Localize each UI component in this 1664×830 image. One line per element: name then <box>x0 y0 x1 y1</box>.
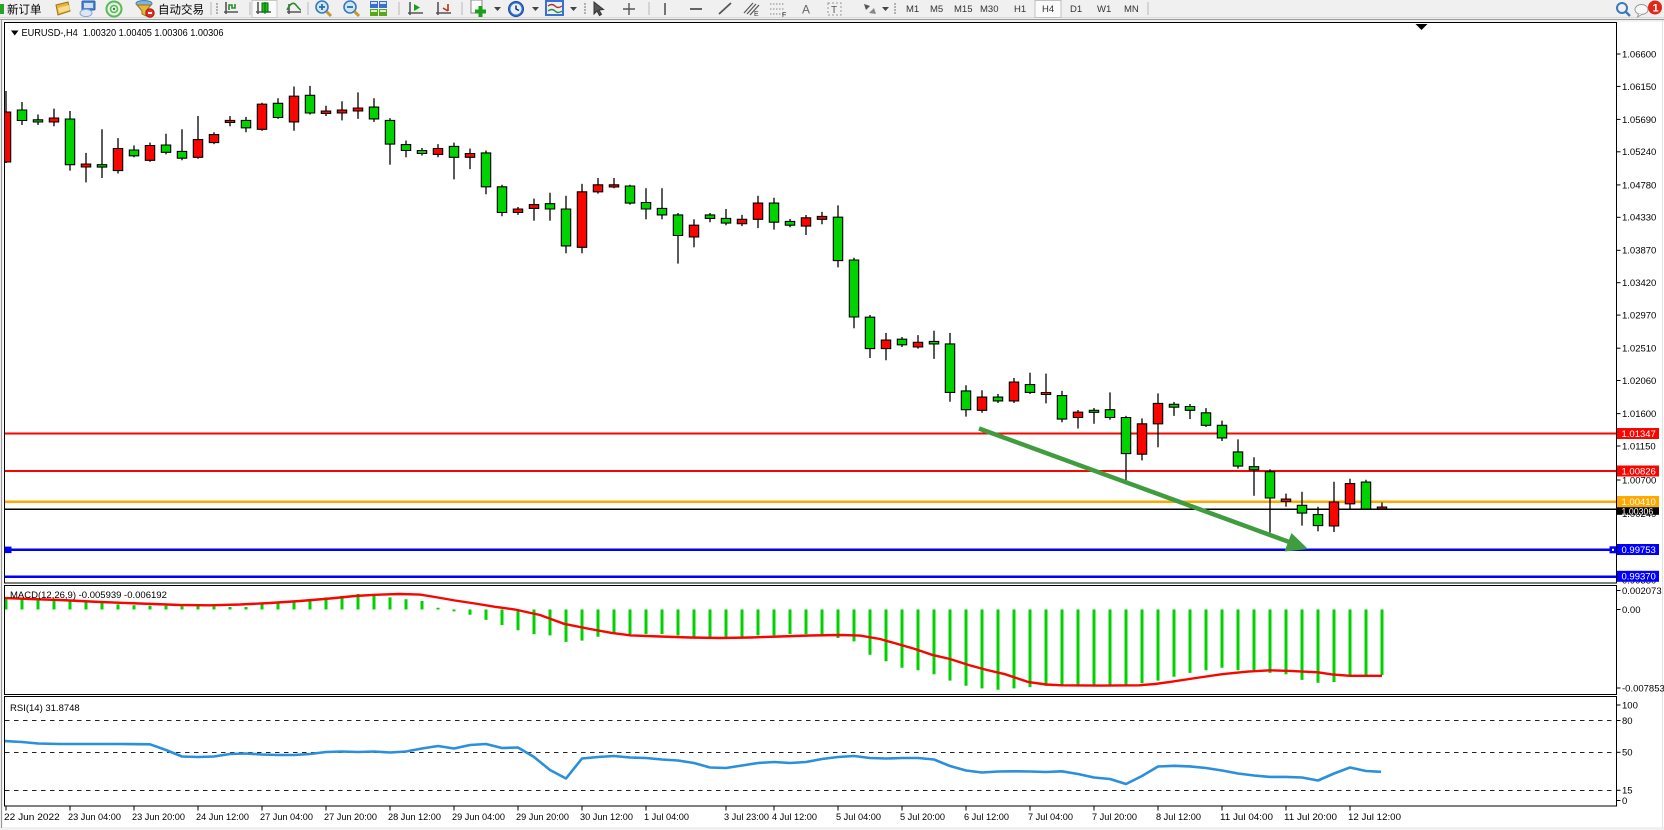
svg-text:MN: MN <box>1124 4 1139 15</box>
svg-text:1.05690: 1.05690 <box>1622 115 1656 126</box>
svg-text:1.00306: 1.00306 <box>1622 506 1654 516</box>
svg-text:1.01600: 1.01600 <box>1622 409 1656 420</box>
svg-text:1.02060: 1.02060 <box>1622 376 1656 387</box>
svg-text:27 Jun 04:00: 27 Jun 04:00 <box>260 812 313 823</box>
svg-text:5 Jul 20:00: 5 Jul 20:00 <box>900 812 945 823</box>
svg-text:0: 0 <box>1622 796 1627 807</box>
svg-text:11 Jul 20:00: 11 Jul 20:00 <box>1284 812 1337 823</box>
svg-text:29 Jun 04:00: 29 Jun 04:00 <box>452 812 505 823</box>
svg-text:1.06600: 1.06600 <box>1622 49 1656 60</box>
svg-text:0.99370: 0.99370 <box>1622 572 1656 583</box>
svg-text:F: F <box>782 12 786 19</box>
svg-text:5 Jul 04:00: 5 Jul 04:00 <box>836 812 881 823</box>
svg-text:新订单: 新订单 <box>7 3 42 17</box>
svg-text:11 Jul 04:00: 11 Jul 04:00 <box>1220 812 1273 823</box>
svg-text:28 Jun 12:00: 28 Jun 12:00 <box>388 812 441 823</box>
svg-text:1.02510: 1.02510 <box>1622 344 1656 355</box>
svg-text:1.03420: 1.03420 <box>1622 278 1656 289</box>
svg-text:1.01150: 1.01150 <box>1622 441 1656 452</box>
svg-text:自动交易: 自动交易 <box>158 3 204 17</box>
svg-text:80: 80 <box>1622 716 1633 727</box>
svg-text:M30: M30 <box>980 4 998 15</box>
svg-text:30 Jun 12:00: 30 Jun 12:00 <box>580 812 633 823</box>
svg-text:1.04330: 1.04330 <box>1622 213 1656 224</box>
svg-text:1.01347: 1.01347 <box>1622 429 1656 440</box>
svg-text:1.00826: 1.00826 <box>1622 466 1656 477</box>
svg-text:M15: M15 <box>954 4 972 15</box>
svg-text:50: 50 <box>1622 748 1633 759</box>
svg-text:6 Jul 12:00: 6 Jul 12:00 <box>964 812 1009 823</box>
svg-text:0.99753: 0.99753 <box>1622 545 1656 556</box>
svg-text:29 Jun 20:00: 29 Jun 20:00 <box>516 812 569 823</box>
svg-text:27 Jun 20:00: 27 Jun 20:00 <box>324 812 377 823</box>
svg-text:1.02970: 1.02970 <box>1622 311 1656 322</box>
svg-text:M1: M1 <box>906 4 919 15</box>
svg-text:D1: D1 <box>1070 4 1082 15</box>
svg-text:3 Jul 23:00: 3 Jul 23:00 <box>724 812 769 823</box>
svg-text:E: E <box>754 11 759 18</box>
svg-text:H4: H4 <box>1042 4 1054 15</box>
svg-text:24 Jun 12:00: 24 Jun 12:00 <box>196 812 249 823</box>
svg-text:T: T <box>831 5 837 16</box>
svg-text:MACD(12,26,9) -0.005939 -0.006: MACD(12,26,9) -0.005939 -0.006192 <box>10 590 167 601</box>
svg-text:EURUSD-,H4 1.00320 1.00405 1.: EURUSD-,H4 1.00320 1.00405 1.00306 1.003… <box>22 27 224 39</box>
svg-text:1 Jul 04:00: 1 Jul 04:00 <box>644 812 689 823</box>
svg-text:15: 15 <box>1622 786 1633 797</box>
svg-text:A: A <box>802 3 810 17</box>
svg-text:12 Jul 12:00: 12 Jul 12:00 <box>1348 812 1401 823</box>
svg-text:1.04780: 1.04780 <box>1622 180 1656 191</box>
svg-text:1.00700: 1.00700 <box>1622 475 1656 486</box>
svg-text:0.002073: 0.002073 <box>1622 586 1662 597</box>
svg-text:RSI(14) 31.8748: RSI(14) 31.8748 <box>10 703 80 714</box>
svg-text:7 Jul 20:00: 7 Jul 20:00 <box>1092 812 1137 823</box>
svg-text:23 Jun 20:00: 23 Jun 20:00 <box>132 812 185 823</box>
svg-text:22 Jun 2022: 22 Jun 2022 <box>4 812 60 823</box>
svg-text:4 Jul 12:00: 4 Jul 12:00 <box>772 812 817 823</box>
svg-text:-0.007853: -0.007853 <box>1622 683 1664 694</box>
svg-text:1.05240: 1.05240 <box>1622 147 1656 158</box>
svg-text:1.03870: 1.03870 <box>1622 246 1656 257</box>
svg-text:W1: W1 <box>1097 4 1111 15</box>
svg-text:0.00: 0.00 <box>1622 605 1641 616</box>
svg-text:H1: H1 <box>1014 4 1026 15</box>
svg-text:1.06150: 1.06150 <box>1622 82 1656 93</box>
svg-text:8 Jul 12:00: 8 Jul 12:00 <box>1156 812 1201 823</box>
svg-text:7 Jul 04:00: 7 Jul 04:00 <box>1028 812 1073 823</box>
svg-text:1.00410: 1.00410 <box>1622 497 1656 508</box>
svg-text:100: 100 <box>1622 700 1638 711</box>
svg-text:M5: M5 <box>930 4 943 15</box>
svg-text:23 Jun 04:00: 23 Jun 04:00 <box>68 812 121 823</box>
svg-text:1: 1 <box>1653 3 1659 15</box>
